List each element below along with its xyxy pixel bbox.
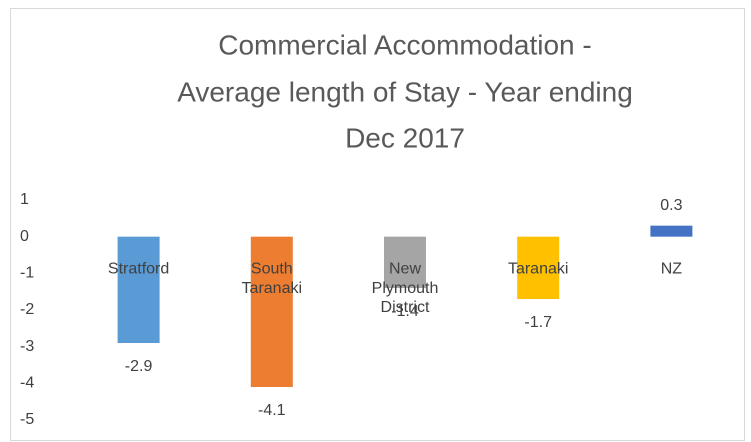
x-tick-label: NZ bbox=[661, 261, 683, 278]
bar bbox=[117, 236, 160, 343]
y-tick-label: 1 bbox=[20, 191, 29, 208]
x-tick-label: New Plymouth District bbox=[372, 261, 439, 316]
bar bbox=[517, 236, 560, 299]
data-label: -1.4 bbox=[391, 303, 419, 320]
chart-title: Average length of Stay - Year ending bbox=[177, 76, 633, 107]
y-tick-label: -1 bbox=[20, 265, 34, 282]
y-tick-label: -3 bbox=[20, 338, 34, 355]
y-tick-label: 0 bbox=[20, 228, 29, 245]
y-tick-label: -4 bbox=[20, 375, 34, 392]
x-tick-label: Taranaki bbox=[508, 261, 568, 278]
bar bbox=[250, 236, 293, 387]
chart-frame bbox=[10, 8, 745, 441]
y-tick-label: -2 bbox=[20, 301, 34, 318]
data-label: -1.7 bbox=[524, 314, 552, 331]
chart-title: Commercial Accommodation - bbox=[218, 29, 591, 60]
bar bbox=[384, 236, 426, 288]
data-label: -2.9 bbox=[125, 358, 153, 375]
data-label: -4.1 bbox=[258, 402, 286, 419]
bar bbox=[650, 225, 693, 237]
y-tick-label: -5 bbox=[20, 411, 34, 428]
x-tick-label: Stratford bbox=[108, 261, 169, 278]
chart-title: Dec 2017 bbox=[345, 122, 465, 153]
data-label: 0.3 bbox=[660, 197, 682, 214]
x-tick-label: South Taranaki bbox=[242, 261, 302, 297]
